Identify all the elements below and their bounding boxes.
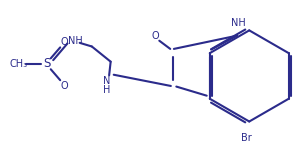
- Text: O: O: [60, 37, 68, 47]
- Text: Br: Br: [241, 133, 252, 143]
- Text: NH: NH: [231, 18, 246, 28]
- Text: S: S: [43, 57, 51, 70]
- Text: O: O: [60, 81, 68, 91]
- Text: O: O: [152, 31, 160, 41]
- Text: N: N: [103, 76, 111, 86]
- Text: CH₃: CH₃: [10, 59, 28, 69]
- Text: NH: NH: [68, 36, 83, 46]
- Text: H: H: [103, 85, 111, 95]
